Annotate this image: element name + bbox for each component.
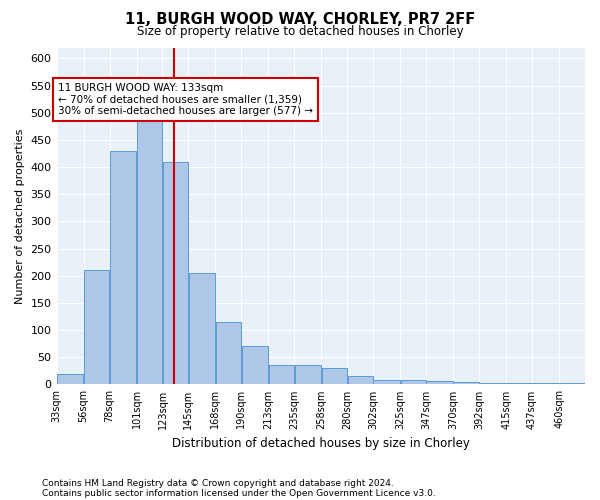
Bar (454, 382, 479, 384)
Bar (479, 383, 506, 384)
Text: Contains HM Land Registry data © Crown copyright and database right 2024.: Contains HM Land Registry data © Crown c… (42, 478, 394, 488)
Bar (57, 374, 83, 384)
Text: Size of property relative to detached houses in Chorley: Size of property relative to detached ho… (137, 25, 463, 38)
Bar (373, 380, 400, 384)
Text: Contains public sector information licensed under the Open Government Licence v3: Contains public sector information licen… (42, 488, 436, 498)
Bar (401, 380, 426, 384)
Bar (84, 270, 109, 384)
Bar (347, 376, 373, 384)
Bar (322, 368, 347, 384)
Bar (110, 151, 136, 384)
Text: 11, BURGH WOOD WAY, CHORLEY, PR7 2FF: 11, BURGH WOOD WAY, CHORLEY, PR7 2FF (125, 12, 475, 28)
Bar (269, 366, 294, 384)
Bar (137, 96, 162, 385)
X-axis label: Distribution of detached houses by size in Chorley: Distribution of detached houses by size … (172, 437, 470, 450)
Bar (163, 162, 188, 384)
Bar (295, 366, 321, 384)
Bar (188, 273, 215, 384)
Y-axis label: Number of detached properties: Number of detached properties (15, 128, 25, 304)
Bar (216, 322, 241, 384)
Text: 11 BURGH WOOD WAY: 133sqm
← 70% of detached houses are smaller (1,359)
30% of se: 11 BURGH WOOD WAY: 133sqm ← 70% of detac… (58, 83, 313, 116)
Bar (506, 383, 532, 384)
Bar (427, 381, 453, 384)
Bar (242, 346, 268, 385)
